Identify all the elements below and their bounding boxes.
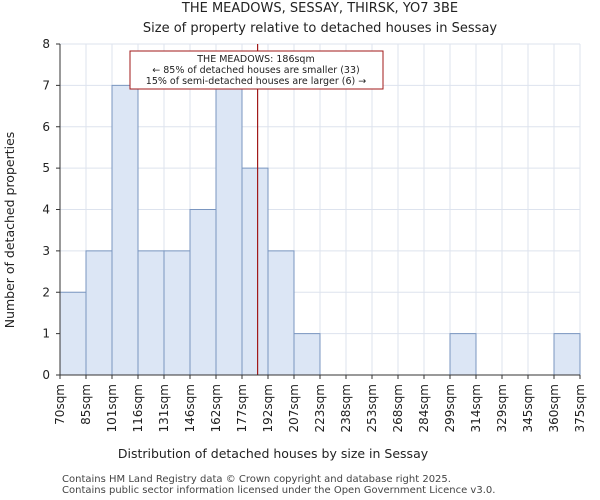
- x-tick-label: 101sqm: [105, 384, 119, 432]
- annotation-line-2: ← 85% of detached houses are smaller (33…: [152, 65, 359, 76]
- footer-line-2: Contains public sector information licen…: [62, 485, 496, 496]
- x-tick-label: 360sqm: [547, 384, 561, 432]
- y-tick-labels: 0 1 2 3 4 5 6 7 8: [42, 37, 60, 382]
- annotation-box: THE MEADOWS: 186sqm ← 85% of detached ho…: [129, 50, 384, 90]
- bar-131sqm: [163, 250, 191, 376]
- x-axis-label: Distribution of detached houses by size …: [118, 446, 429, 461]
- x-tick-label: 116sqm: [131, 384, 145, 432]
- x-tick-label: 192sqm: [261, 384, 275, 432]
- bar-146sqm: [189, 209, 217, 376]
- y-tick-label: 1: [42, 327, 50, 341]
- y-tick-label: 8: [42, 37, 50, 51]
- y-tick-label: 0: [42, 368, 50, 382]
- bar-207sqm: [293, 333, 321, 376]
- y-tick-label: 4: [42, 203, 50, 217]
- y-tick-label: 7: [42, 78, 50, 92]
- bar-116sqm: [137, 250, 165, 376]
- x-tick-label: 223sqm: [313, 384, 327, 432]
- footer-line-1: Contains HM Land Registry data © Crown c…: [62, 474, 451, 485]
- x-tick-label: 375sqm: [573, 384, 587, 432]
- x-tick-label: 146sqm: [183, 384, 197, 432]
- annotation-line-1: THE MEADOWS: 186sqm: [196, 54, 314, 65]
- annotation-frame: [129, 50, 384, 90]
- x-tick-label: 329sqm: [495, 384, 509, 432]
- bar-299sqm: [449, 333, 477, 376]
- x-tick-label: 299sqm: [443, 384, 457, 432]
- x-tick-label: 238sqm: [339, 384, 353, 432]
- x-tick-labels: 70sqm 85sqm 101sqm 116sqm 131sqm 146sqm 162sqm…: [53, 375, 587, 432]
- annotation-line-3: 15% of semi-detached houses are larger (…: [146, 76, 366, 87]
- y-tick-label: 2: [42, 285, 50, 299]
- bar-177sqm: [241, 167, 269, 376]
- bar-101sqm: [111, 84, 139, 376]
- x-tick-label: 345sqm: [521, 384, 535, 432]
- y-tick-label: 6: [42, 120, 50, 134]
- chart-title-line-1: THE MEADOWS, SESSAY, THIRSK, YO7 3BE: [181, 1, 458, 16]
- bar-85sqm: [85, 250, 113, 376]
- x-tick-label: 70sqm: [53, 384, 67, 425]
- bar-70sqm: [59, 291, 87, 376]
- x-tick-label: 85sqm: [79, 384, 93, 425]
- y-axis-label: Number of detached properties: [2, 132, 17, 329]
- x-tick-label: 253sqm: [365, 384, 379, 432]
- x-tick-label: 177sqm: [235, 384, 249, 432]
- x-tick-label: 284sqm: [417, 384, 431, 432]
- x-tick-label: 207sqm: [287, 384, 301, 432]
- bar-162sqm: [215, 84, 243, 376]
- bar-360sqm: [553, 333, 581, 376]
- chart-title-line-2: Size of property relative to detached ho…: [143, 21, 498, 36]
- bar-192sqm: [267, 250, 295, 376]
- x-tick-label: 162sqm: [209, 384, 223, 432]
- y-tick-label: 3: [42, 244, 50, 258]
- x-tick-label: 268sqm: [391, 384, 405, 432]
- x-tick-label: 131sqm: [157, 384, 171, 432]
- bars: [59, 84, 581, 376]
- x-tick-label: 314sqm: [469, 384, 483, 432]
- y-tick-label: 5: [42, 161, 50, 175]
